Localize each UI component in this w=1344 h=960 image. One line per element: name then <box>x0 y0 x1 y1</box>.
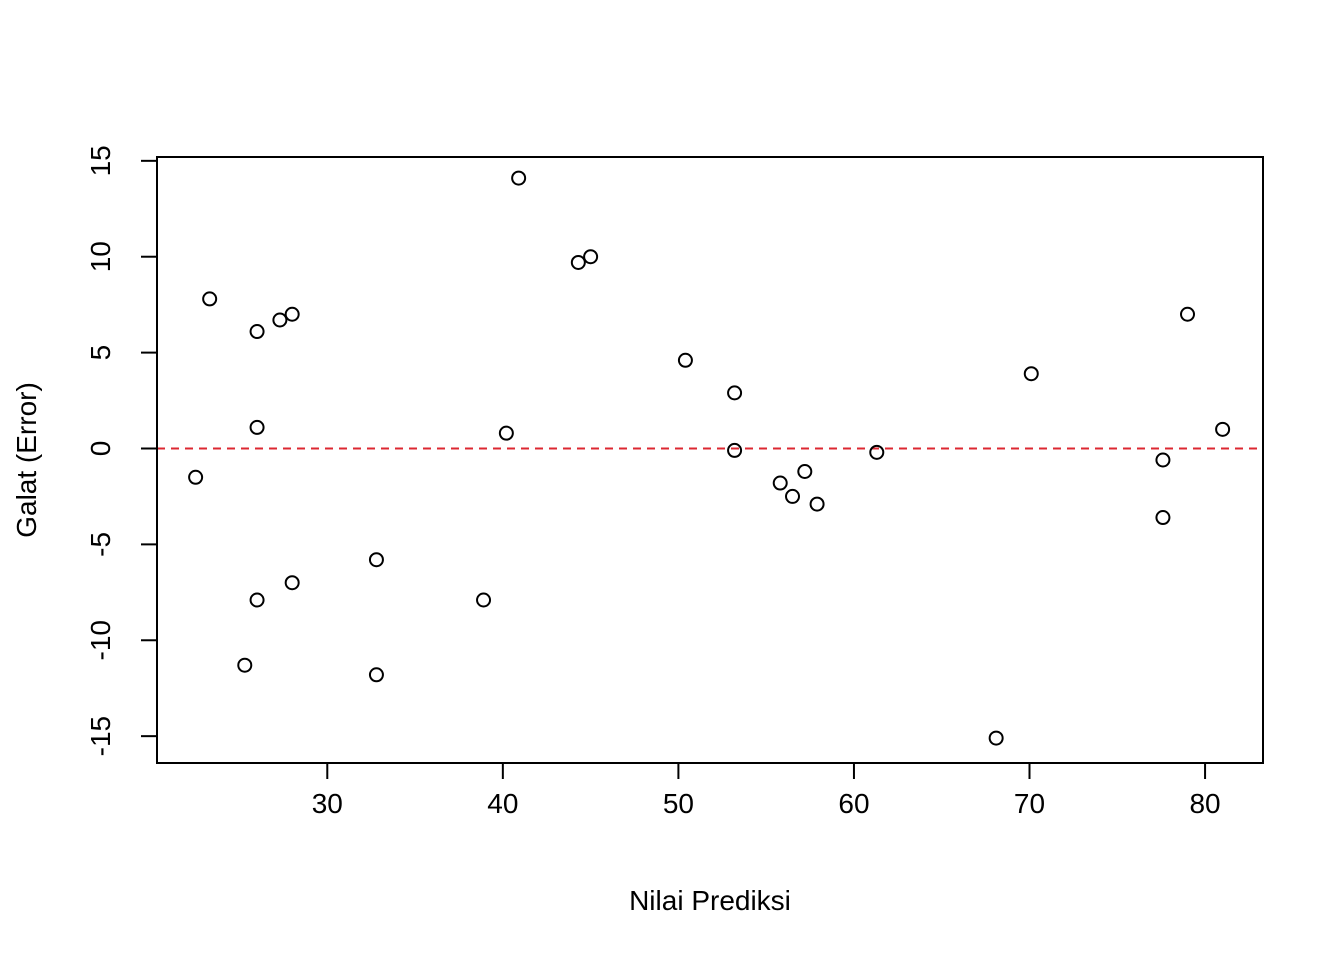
x-tick-label: 60 <box>838 788 869 819</box>
data-point <box>1180 306 1196 322</box>
data-point <box>677 352 693 368</box>
data-point <box>284 306 300 322</box>
data-point <box>1155 452 1171 468</box>
x-axis: 30 40 50 60 70 80 <box>312 762 1221 819</box>
data-point <box>1023 366 1039 382</box>
data-point <box>284 575 300 591</box>
data-point <box>727 442 743 458</box>
data-point <box>202 291 218 307</box>
data-point <box>272 312 288 328</box>
y-tick-label: -10 <box>85 620 116 660</box>
data-point <box>237 657 253 673</box>
data-point <box>583 249 599 265</box>
data-point <box>869 444 885 460</box>
data-point <box>368 552 384 568</box>
x-tick-label: 40 <box>487 788 518 819</box>
data-point <box>797 464 813 480</box>
data-point <box>1155 510 1171 526</box>
y-axis-label: Galat (Error) <box>11 382 42 538</box>
data-point <box>188 469 204 485</box>
x-tick-label: 30 <box>312 788 343 819</box>
data-point <box>249 419 265 435</box>
data-point <box>727 385 743 401</box>
x-tick-label: 80 <box>1189 788 1220 819</box>
data-point <box>988 730 1004 746</box>
data-point <box>249 324 265 340</box>
data-point <box>570 254 586 270</box>
data-point <box>809 496 825 512</box>
data-point <box>772 475 788 491</box>
data-point <box>498 425 514 441</box>
y-tick-label: 0 <box>85 441 116 457</box>
y-tick-label: 15 <box>85 145 116 176</box>
x-tick-label: 50 <box>663 788 694 819</box>
x-axis-label: Nilai Prediksi <box>629 885 791 916</box>
y-axis: -15 -10 -5 0 5 10 15 <box>85 145 158 756</box>
data-point <box>1215 421 1231 437</box>
data-point <box>368 667 384 683</box>
y-tick-label: -15 <box>85 716 116 756</box>
points-layer <box>188 170 1231 746</box>
y-tick-label: 5 <box>85 345 116 361</box>
y-tick-label: 10 <box>85 241 116 272</box>
data-point <box>249 592 265 608</box>
data-point <box>785 488 801 504</box>
x-tick-label: 70 <box>1014 788 1045 819</box>
y-tick-label: -5 <box>85 532 116 557</box>
data-point <box>476 592 492 608</box>
data-point <box>511 170 527 186</box>
